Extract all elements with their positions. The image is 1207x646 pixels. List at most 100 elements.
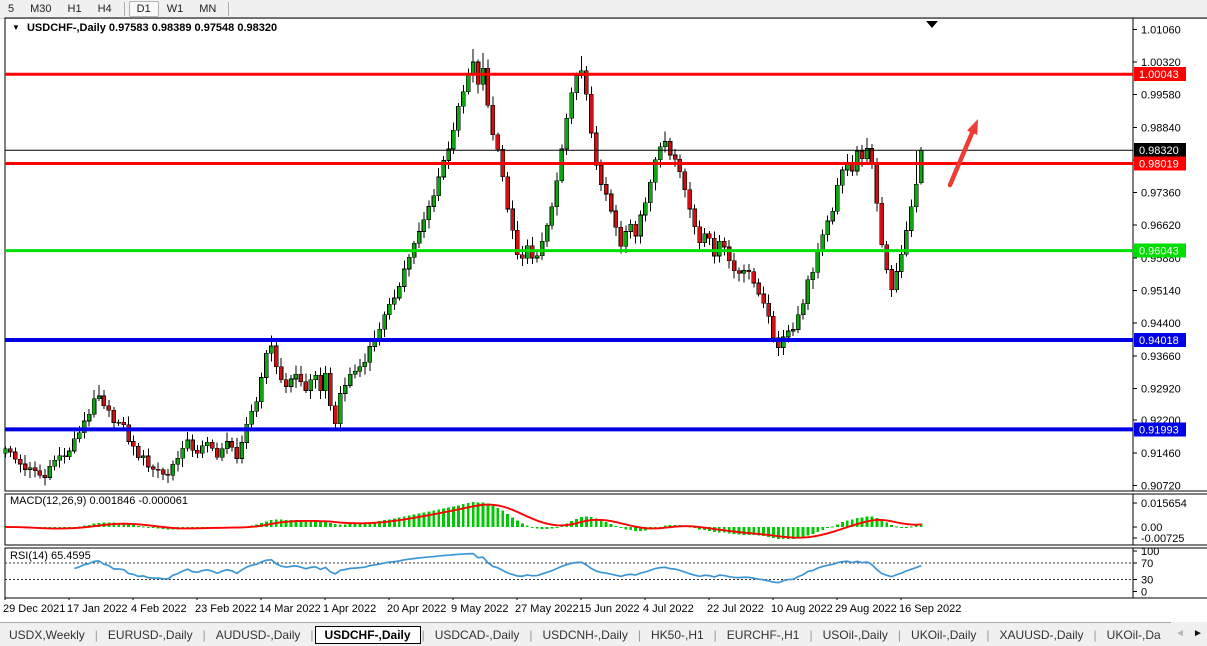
chart-tab-xauusd-daily[interactable]: XAUUSD-,Daily: [999, 627, 1084, 642]
chart-tab-hk50-h1[interactable]: HK50-,H1: [650, 627, 704, 642]
tab-separator: |: [94, 627, 98, 642]
svg-text:0.96043: 0.96043: [1139, 246, 1179, 258]
chart-tab-usdchf-daily[interactable]: USDCHF-,Daily: [314, 625, 421, 644]
tab-separator: |: [1093, 627, 1097, 642]
svg-text:0.93660: 0.93660: [1141, 351, 1181, 363]
time-axis[interactable]: 29 Dec 2021 17 Jan 2022 4 Feb 2022 23 Feb 2…: [0, 600, 1207, 621]
chart-shift-marker-icon[interactable]: [926, 21, 938, 28]
chart-tab-ukoil-da[interactable]: UKOil-,Da: [1106, 627, 1161, 642]
svg-text:0.90720: 0.90720: [1141, 480, 1181, 492]
timeframe-button-w1[interactable]: W1: [166, 3, 184, 15]
price-tag-0.94018: [1134, 333, 1186, 348]
chart-tab-audusd-daily[interactable]: AUDUSD-,Daily: [215, 627, 301, 642]
tab-separator: |: [897, 627, 902, 642]
svg-text:70: 70: [1141, 558, 1153, 570]
svg-text:30: 30: [1141, 574, 1153, 586]
chart-tab-usoil-daily[interactable]: USOil-,Daily: [822, 627, 888, 642]
timeframe-toolbar: 5 M30 H1 H4 D1 W1 MN: [0, 0, 1207, 19]
chart-tab-usdx-weekly[interactable]: USDX,Weekly: [9, 627, 85, 642]
tab-separator: |: [529, 627, 533, 642]
price-tag-0.98320: [1134, 143, 1186, 158]
timeframe-button-mn[interactable]: MN: [199, 3, 217, 15]
tab-separator: |: [310, 627, 314, 642]
tab-separator: |: [637, 627, 641, 642]
toolbar-separator: [228, 2, 230, 16]
chart-tab-usdcad-daily[interactable]: USDCAD-,Daily: [434, 627, 520, 642]
tab-scroll-left-icon[interactable]: ◄: [1175, 628, 1185, 639]
date-label: 16 Sep 2022: [899, 603, 962, 615]
date-label: 29 Dec 2021: [3, 603, 66, 615]
date-label: 10 Aug 2022: [771, 603, 833, 615]
tab-separator: |: [986, 627, 990, 642]
svg-text:1.01060: 1.01060: [1141, 24, 1181, 36]
chart-title: ▼ USDCHF-,Daily 0.97583 0.98389 0.97548 …: [12, 22, 277, 34]
svg-text:0.97360: 0.97360: [1141, 188, 1181, 200]
svg-text:0.96620: 0.96620: [1141, 220, 1181, 232]
date-label: 14 Mar 2022: [259, 603, 321, 615]
tab-separator: |: [713, 627, 717, 642]
date-label: 4 Feb 2022: [131, 603, 187, 615]
tab-scroll-right-icon[interactable]: ►: [1193, 628, 1203, 639]
svg-text:0.99580: 0.99580: [1141, 90, 1181, 102]
price-tag-0.98019: [1134, 156, 1186, 171]
svg-text:0.91460: 0.91460: [1141, 448, 1181, 460]
svg-text:0.92920: 0.92920: [1141, 383, 1181, 395]
rsi-indicator-label: RSI(14) 65.4595: [10, 550, 91, 562]
svg-text:0.91993: 0.91993: [1139, 424, 1179, 436]
svg-text:1.00043: 1.00043: [1139, 69, 1179, 81]
chart-tab-bar: USDX,Weekly | EURUSD-,Daily | AUDUSD-,Daily |…: [0, 622, 1207, 646]
date-label: 23 Feb 2022: [195, 603, 257, 615]
chart-canvas[interactable]: 1.010601.003200.995800.988400.981000.973…: [0, 0, 1207, 622]
svg-text:0.94018: 0.94018: [1139, 335, 1179, 347]
trend-arrow-annotation[interactable]: [947, 119, 978, 188]
svg-text:0.98019: 0.98019: [1139, 159, 1179, 171]
tab-separator: |: [809, 627, 813, 642]
symbol-dropdown-icon[interactable]: ▼: [12, 23, 20, 32]
timeframe-button-d1[interactable]: D1: [128, 1, 159, 17]
date-label: 17 Jan 2022: [67, 603, 128, 615]
svg-text:100: 100: [1141, 546, 1159, 558]
timeframe-button-h4[interactable]: H4: [97, 3, 112, 15]
svg-text:1.00320: 1.00320: [1141, 57, 1181, 69]
candlestick-series: [3, 48, 924, 486]
svg-text:0.95140: 0.95140: [1141, 286, 1181, 298]
date-label: 1 Apr 2022: [323, 603, 377, 615]
macd-indicator-label: MACD(12,26,9) 0.001846 -0.000061: [10, 495, 188, 507]
date-label: 20 Apr 2022: [387, 603, 447, 615]
price-tag-0.91993: [1134, 422, 1186, 437]
macd-panel-frame: [4, 493, 1134, 546]
timeframe-button-h1[interactable]: H1: [67, 3, 82, 15]
rsi-line: [74, 552, 922, 584]
price-tags: 1.00043 0.98320 0.98019 0.96043 0.94018 0.919…: [1134, 67, 1186, 437]
price-panel-frame: [4, 17, 1134, 492]
price-axis[interactable]: 1.010601.003200.995800.988400.981000.973…: [1133, 24, 1181, 492]
chart-tab-ukoil-daily[interactable]: UKOil-,Daily: [911, 627, 977, 642]
svg-text:0.94400: 0.94400: [1141, 318, 1181, 330]
date-label: 29 Aug 2022: [835, 603, 897, 615]
svg-text:0.015654: 0.015654: [1141, 498, 1187, 510]
chart-tab-eurusd-daily[interactable]: EURUSD-,Daily: [107, 627, 193, 642]
tab-scroll-arrows: ◄ ►: [1171, 622, 1207, 645]
date-label: 4 Jul 2022: [643, 603, 694, 615]
svg-text:-0.00725: -0.00725: [1141, 533, 1184, 545]
svg-text:0.98320: 0.98320: [1139, 145, 1179, 157]
svg-text:0: 0: [1141, 586, 1147, 598]
date-label: 27 May 2022: [515, 603, 579, 615]
timeframe-button-5[interactable]: 5: [8, 3, 15, 15]
svg-text:0.98840: 0.98840: [1141, 122, 1181, 134]
date-label: 9 May 2022: [451, 603, 509, 615]
date-label: 22 Jul 2022: [707, 603, 764, 615]
chart-tab-usdcnh-daily[interactable]: USDCNH-,Daily: [542, 627, 628, 642]
toolbar-separator: [123, 2, 125, 16]
timeframe-button-m30[interactable]: M30: [30, 3, 52, 15]
chart-tab-eurchf-h1[interactable]: EURCHF-,H1: [726, 627, 800, 642]
tab-separator: |: [202, 627, 206, 642]
chart-ohlc-values: 0.97583 0.98389 0.97548 0.98320: [108, 22, 278, 34]
svg-text:0.00: 0.00: [1141, 522, 1162, 534]
rsi-panel-frame: [4, 547, 1134, 599]
chart-symbol-label: USDCHF-,Daily: [26, 22, 106, 34]
horizontal-levels[interactable]: [5, 72, 1133, 432]
macd-signal-line: [5, 503, 922, 539]
price-tag-0.96043: [1134, 243, 1186, 258]
price-tag-1.00043: [1134, 67, 1186, 82]
